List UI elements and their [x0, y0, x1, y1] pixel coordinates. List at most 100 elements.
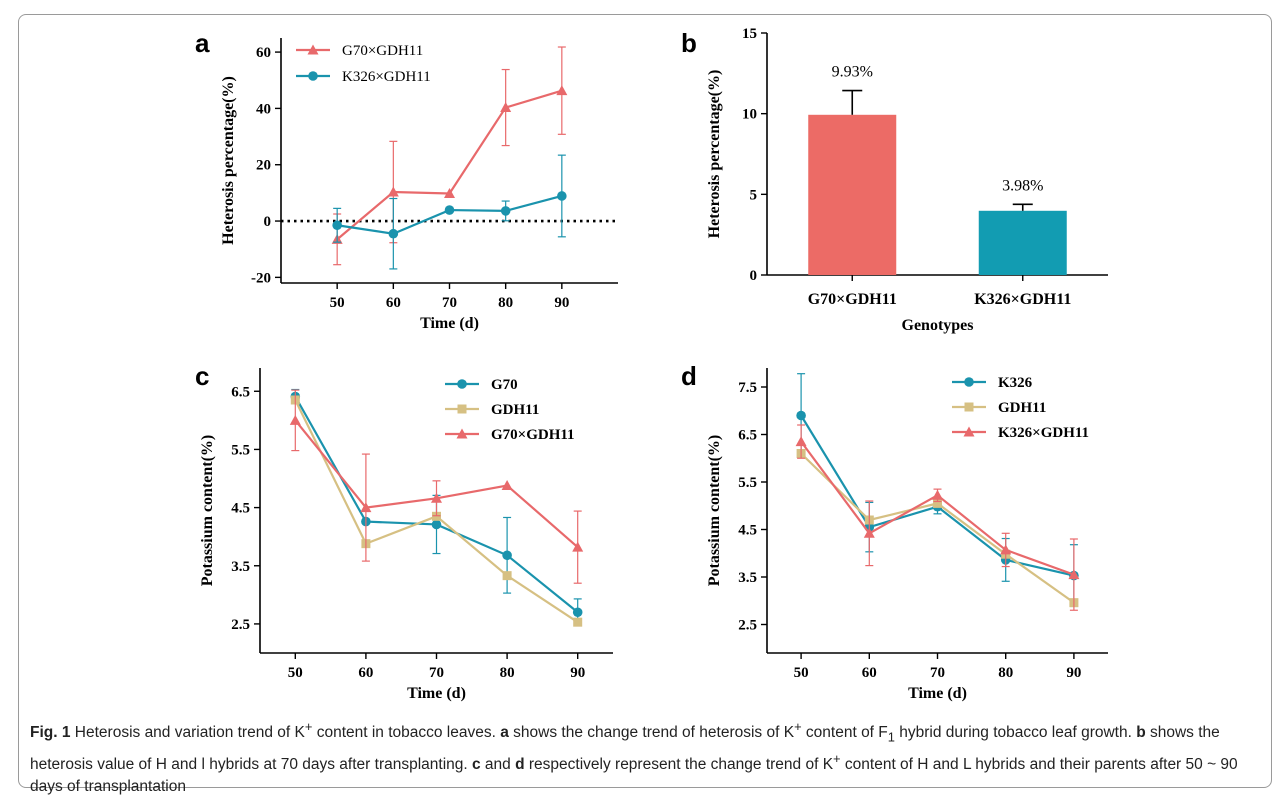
chart-panel-a: -20 0 20 40 60 50 60 70 80 90 Time (d) Heterosis pe… [220, 38, 618, 332]
legend-label: GDH11 [998, 400, 1046, 416]
y-tick-label: 3.5 [231, 559, 250, 575]
panel-letter-a: a [195, 28, 210, 58]
legend: G70×GDH11 K326×GDH11 [296, 43, 431, 85]
y-tick-label: 0 [750, 268, 758, 284]
series-gdh11 [796, 449, 1079, 608]
data-point [388, 228, 399, 239]
x-axis-title: Time (d) [407, 685, 466, 702]
data-point [431, 492, 442, 503]
x-tick-label: 70 [442, 295, 457, 311]
x-tick-label: 70 [429, 665, 444, 681]
y-tick-label: 4.5 [738, 523, 757, 539]
x-axis-title: Genotypes [902, 317, 974, 334]
x-tick-label: 90 [1066, 665, 1081, 681]
bar [978, 210, 1067, 275]
data-point [444, 187, 455, 198]
caption-ref-c: c [472, 756, 481, 774]
y-tick-label: 40 [256, 101, 271, 117]
data-point [289, 414, 301, 425]
data-point [502, 550, 512, 561]
data-point [431, 519, 442, 530]
y-tick-label: 10 [742, 107, 757, 123]
data-point [795, 436, 807, 447]
bar [808, 114, 897, 276]
legend-label: K326 [998, 375, 1033, 391]
legend: G70 GDH11 G70×GDH11 [445, 377, 575, 443]
legend-label: G70 [491, 377, 518, 393]
y-tick-label: 4.5 [231, 501, 250, 517]
x-tick-label: 80 [498, 295, 513, 311]
y-tick-label: 20 [256, 158, 271, 174]
y-tick-label: 2.5 [738, 618, 757, 634]
x-tick-label: 90 [554, 295, 569, 311]
caption-sub-1: 1 [887, 729, 895, 745]
data-point [444, 205, 455, 215]
data-point [360, 502, 372, 513]
x-tick-label: G70×GDH11 [808, 291, 897, 308]
x-tick-label: 80 [998, 665, 1013, 681]
caption-text-6: shows the heterosis value of H and l hyb… [30, 724, 1220, 774]
data-point [932, 489, 943, 500]
caption-ref-b: b [1136, 724, 1146, 742]
bar-data-label: 9.93% [832, 64, 873, 81]
data-point [863, 527, 875, 538]
series-k326-gdh11 [795, 424, 1080, 611]
y-tick-label: 3.5 [738, 570, 757, 586]
x-tick-label: 70 [930, 665, 945, 681]
data-point [501, 479, 513, 490]
chart-panel-d: 2.5 3.5 4.5 5.5 6.5 7.5 50 60 70 80 90 Time (d) Pota… [706, 368, 1108, 702]
caption-ref-d: d [515, 756, 525, 774]
series-line [336, 89, 563, 241]
data-point [933, 498, 942, 508]
caption-fig-label: Fig. 1 [30, 724, 71, 742]
legend-marker [457, 379, 467, 389]
y-axis-title: Potassium content(%) [706, 435, 723, 587]
caption-text-2: content in tobacco leaves. [312, 724, 501, 742]
series-k326-gdh11 [332, 154, 567, 270]
data-point [573, 617, 583, 627]
x-axis-title: Time (d) [420, 315, 479, 332]
caption-text-5: hybrid during tobacco leaf growth. [894, 724, 1137, 742]
x-tick-label: 50 [330, 295, 345, 311]
y-tick-label: 5.5 [231, 442, 250, 458]
data-point [1068, 569, 1080, 580]
caption-text-3: shows the change trend of heterosis of K [508, 724, 795, 742]
legend-marker [963, 426, 975, 437]
bar-data-label: 3.98% [1002, 177, 1043, 194]
data-point [387, 186, 399, 197]
y-tick-label: 5 [750, 187, 758, 203]
series-g70-gdh11 [289, 389, 584, 584]
x-tick-label: 60 [386, 295, 401, 311]
x-tick-label: 90 [570, 665, 585, 681]
y-tick-label: 2.5 [231, 617, 250, 633]
panel-letter-d: d [681, 361, 697, 391]
figure-caption: Fig. 1 Heterosis and variation trend of … [30, 716, 1260, 798]
data-point [332, 220, 342, 231]
caption-sup-2: + [794, 719, 802, 734]
legend-label: K326×GDH11 [998, 425, 1089, 441]
figure-frame [18, 14, 1272, 788]
y-tick-label: 6.5 [231, 384, 250, 400]
caption-text-7: and [480, 756, 516, 774]
legend-marker [308, 71, 318, 81]
data-point [796, 410, 806, 421]
data-point [557, 191, 567, 201]
legend-marker [307, 44, 319, 55]
y-axis-title: Potassium content(%) [199, 435, 216, 587]
legend-label: K326×GDH11 [342, 69, 431, 85]
legend-label: GDH11 [491, 402, 539, 418]
series-line [800, 452, 1075, 604]
chart-panel-c: 2.5 3.5 4.5 5.5 6.5 50 60 70 80 90 Time (d) Potassi… [199, 368, 613, 702]
caption-text-9: content of H and L hybrids and their par… [30, 756, 1238, 796]
legend: K326 GDH11 K326×GDH11 [952, 375, 1089, 441]
caption-text-1: Heterosis and variation trend of K [70, 724, 305, 742]
legend-marker [964, 402, 974, 412]
y-tick-label: 60 [256, 45, 271, 61]
x-tick-label: 50 [794, 665, 809, 681]
data-point [572, 541, 584, 552]
legend-label: G70×GDH11 [342, 43, 423, 59]
y-tick-label: 7.5 [738, 380, 757, 396]
caption-text-4: content of F [801, 724, 888, 742]
x-tick-label: 50 [288, 665, 303, 681]
